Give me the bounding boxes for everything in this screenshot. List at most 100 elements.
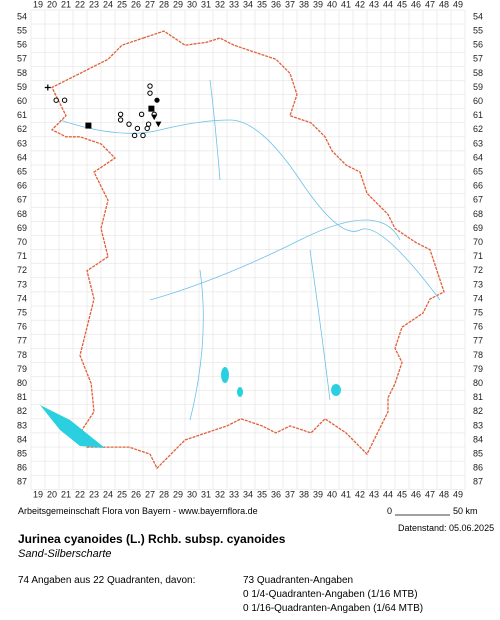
record-open (61, 97, 68, 103)
row-label: 69 (473, 223, 483, 233)
column-label: 21 (61, 0, 71, 9)
column-label: 33 (229, 490, 239, 500)
row-label: 86 (17, 463, 27, 473)
row-label: 75 (17, 307, 27, 317)
row-label: 69 (17, 223, 27, 233)
lake (237, 387, 243, 397)
column-label: 46 (411, 490, 421, 500)
column-label: 43 (369, 490, 379, 500)
scale-start: 0 (387, 506, 392, 516)
column-label: 27 (145, 0, 155, 9)
column-label: 20 (47, 490, 57, 500)
records (44, 83, 162, 139)
row-label: 77 (17, 336, 27, 346)
column-label: 32 (215, 0, 225, 9)
row-label: 61 (17, 110, 27, 120)
row-label: 60 (473, 96, 483, 106)
row-label: 55 (473, 25, 483, 35)
row-label: 70 (17, 237, 27, 247)
record-open (126, 121, 132, 127)
row-label: 71 (473, 251, 483, 261)
column-label: 28 (159, 490, 169, 500)
record-open (134, 125, 141, 132)
row-label: 79 (473, 364, 483, 374)
record-open (147, 90, 153, 96)
column-label: 34 (243, 0, 253, 9)
column-label: 30 (187, 0, 197, 9)
row-label: 56 (473, 40, 483, 50)
row-label: 73 (473, 279, 483, 289)
row-label: 67 (473, 195, 483, 205)
row-label: 72 (473, 265, 483, 275)
row-label: 83 (473, 420, 483, 430)
row-label: 70 (473, 237, 483, 247)
record-filled (154, 97, 160, 103)
row-label: 65 (17, 166, 27, 176)
column-label: 35 (257, 0, 267, 9)
row-label: 66 (17, 181, 27, 191)
row-label: 60 (17, 96, 27, 106)
column-label: 23 (89, 0, 99, 9)
record-open (117, 111, 124, 117)
row-label: 82 (473, 406, 483, 416)
column-label: 36 (271, 0, 281, 9)
column-label: 33 (229, 0, 239, 9)
column-label: 43 (369, 0, 379, 9)
column-label: 28 (159, 0, 169, 9)
column-label: 45 (397, 0, 407, 9)
row-label: 76 (473, 322, 483, 332)
column-label: 40 (327, 490, 337, 500)
row-label: 64 (473, 152, 483, 162)
row-label: 58 (473, 68, 483, 78)
column-label: 26 (131, 0, 141, 9)
record-open (140, 132, 146, 139)
row-label: 78 (473, 350, 483, 360)
lake (40, 405, 105, 448)
row-label: 54 (17, 11, 27, 21)
column-label: 35 (257, 490, 267, 500)
credit: Arbeitsgemeinschaft Flora von Bayern - w… (18, 506, 258, 516)
column-label: 49 (453, 0, 463, 9)
row-label: 85 (473, 448, 483, 458)
column-label: 39 (313, 0, 323, 9)
column-label: 49 (453, 490, 463, 500)
column-label: 41 (341, 0, 351, 9)
record-open (145, 121, 152, 127)
column-label: 30 (187, 490, 197, 500)
row-label: 65 (473, 166, 483, 176)
record-open (147, 83, 153, 89)
column-label: 25 (117, 0, 127, 9)
column-label: 38 (299, 490, 309, 500)
row-label: 59 (473, 82, 483, 92)
summary-quarter: 0 1/4-Quadranten-Angaben (1/16 MTB) (243, 589, 418, 600)
column-label: 21 (61, 490, 71, 500)
record-open (131, 132, 138, 139)
row-label: 64 (17, 152, 27, 162)
column-label: 47 (425, 0, 435, 9)
column-label: 22 (75, 0, 85, 9)
record-triangle (155, 121, 162, 128)
common-name: Sand-Silberscharte (18, 548, 112, 560)
column-label: 37 (285, 0, 295, 9)
row-label: 85 (17, 448, 27, 458)
column-label: 42 (355, 490, 365, 500)
record-square (85, 122, 92, 129)
row-label: 54 (473, 11, 483, 21)
row-label: 86 (473, 463, 483, 473)
record-open (117, 117, 124, 123)
column-label: 48 (439, 0, 449, 9)
row-label: 67 (17, 195, 27, 205)
column-label: 39 (313, 490, 323, 500)
row-label: 61 (473, 110, 483, 120)
row-label: 77 (473, 336, 483, 346)
row-label: 74 (473, 293, 483, 303)
column-label: 23 (89, 490, 99, 500)
row-label: 81 (17, 392, 27, 402)
column-label: 45 (397, 490, 407, 500)
date: Datenstand: 05.06.2025 (398, 523, 494, 533)
column-label: 38 (299, 0, 309, 9)
row-label: 72 (17, 265, 27, 275)
row-label: 80 (17, 378, 27, 388)
row-label: 74 (17, 293, 27, 303)
column-label: 24 (103, 0, 113, 9)
